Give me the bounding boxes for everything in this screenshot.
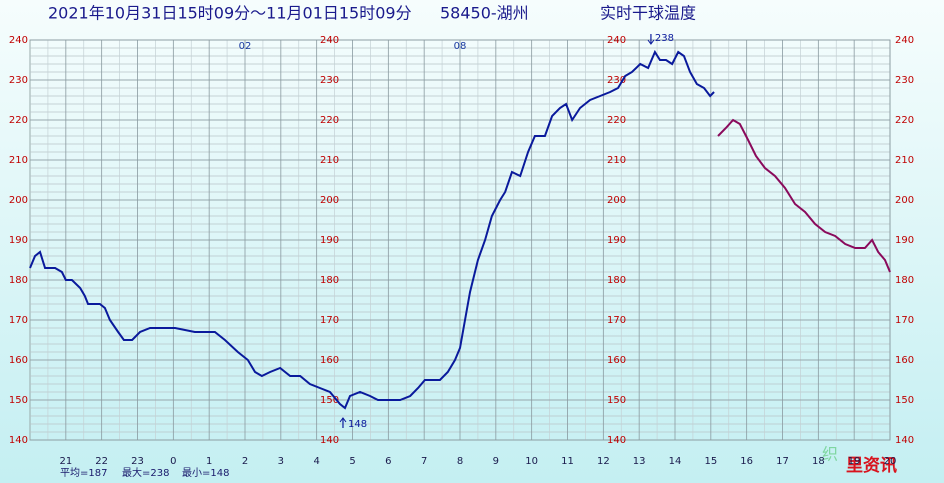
y-tick-label: 180	[9, 275, 28, 286]
y-tick-label: 220	[320, 115, 339, 126]
y-tick-label: 230	[607, 75, 626, 86]
y-tick-label: 140	[9, 435, 28, 446]
y-tick-label: 240	[320, 35, 339, 46]
y-tick-label: 190	[895, 235, 914, 246]
x-tick-label: 5	[349, 456, 355, 467]
stat: 平均=187	[60, 467, 107, 479]
y-tick-label: 180	[607, 275, 626, 286]
y-tick-label: 160	[9, 355, 28, 366]
y-tick-label: 150	[607, 395, 626, 406]
stat: 最小=148	[182, 467, 229, 479]
min-arrow-head	[339, 417, 347, 423]
stat: 最大=238	[122, 466, 169, 479]
y-tick-label: 140	[320, 435, 339, 446]
x-tick-label: 17	[776, 456, 789, 467]
x-tick-label: 22	[95, 456, 108, 467]
y-tick-label: 200	[9, 195, 28, 206]
x-tick-label: 18	[812, 456, 825, 467]
y-tick-label: 210	[9, 155, 28, 166]
y-tick-label: 240	[9, 35, 28, 46]
y-tick-label: 210	[320, 155, 339, 166]
max-label: 238	[655, 33, 674, 44]
chart-title: 2021年10月31日15时09分～11月01日15时09分	[48, 4, 412, 23]
y-tick-label: 230	[9, 75, 28, 86]
x-tick-label: 15	[704, 456, 717, 467]
y-tick-label: 140	[895, 435, 914, 446]
x-tick-label: 2	[242, 456, 248, 467]
x-tick-label: 11	[561, 456, 574, 467]
y-tick-label: 210	[895, 155, 914, 166]
series-line	[717, 118, 891, 273]
y-tick-label: 230	[895, 75, 914, 86]
x-tick-label: 19	[848, 456, 861, 467]
x-tick-label: 23	[131, 456, 144, 467]
x-tick-label: 9	[493, 456, 499, 467]
y-tick-label: 170	[320, 315, 339, 326]
y-tick-label: 190	[9, 235, 28, 246]
series-line	[29, 49, 715, 410]
x-tick-label: 3	[278, 456, 284, 467]
x-tick-label: 7	[421, 456, 427, 467]
x-tick-label: 21	[59, 456, 72, 467]
x-tick-label: 16	[740, 456, 753, 467]
y-tick-label: 240	[607, 35, 626, 46]
y-tick-label: 160	[895, 355, 914, 366]
min-label: 148	[348, 419, 367, 430]
y-tick-label: 220	[9, 115, 28, 126]
x-tick-label: 8	[457, 456, 463, 467]
x-tick-label: 0	[170, 456, 176, 467]
element: 实时干球温度	[600, 4, 696, 23]
y-tick-label: 240	[895, 35, 914, 46]
x-tick-label: 10	[525, 456, 538, 467]
y-tick-label: 200	[895, 195, 914, 206]
y-tick-label: 150	[320, 395, 339, 406]
y-tick-label: 170	[895, 315, 914, 326]
x-tick-label: 4	[313, 456, 319, 467]
y-tick-label: 140	[607, 435, 626, 446]
y-tick-label: 170	[607, 315, 626, 326]
y-tick-label: 190	[320, 235, 339, 246]
x-tick-label: 20	[884, 456, 897, 467]
x-tick-label: 14	[669, 456, 682, 467]
y-tick-label: 150	[895, 395, 914, 406]
annotation: 08	[454, 41, 467, 52]
y-tick-label: 220	[607, 115, 626, 126]
y-tick-label: 210	[607, 155, 626, 166]
x-tick-label: 12	[597, 456, 610, 467]
y-tick-label: 160	[607, 355, 626, 366]
y-tick-label: 200	[320, 195, 339, 206]
y-tick-label: 180	[320, 275, 339, 286]
watermark: 里资讯	[846, 455, 897, 476]
y-tick-label: 190	[607, 235, 626, 246]
y-tick-label: 170	[9, 315, 28, 326]
y-tick-label: 200	[607, 195, 626, 206]
watermark: 织	[822, 445, 838, 464]
station: 58450-湖州	[440, 4, 529, 23]
y-tick-label: 220	[895, 115, 914, 126]
max-arrow-head	[647, 39, 655, 45]
x-tick-label: 13	[633, 456, 646, 467]
x-tick-label: 6	[385, 456, 391, 467]
x-tick-label: 1	[206, 456, 212, 467]
y-tick-label: 230	[320, 75, 339, 86]
y-tick-label: 180	[895, 275, 914, 286]
annotation: 02	[239, 41, 252, 52]
y-tick-label: 150	[9, 395, 28, 406]
y-tick-label: 160	[320, 355, 339, 366]
